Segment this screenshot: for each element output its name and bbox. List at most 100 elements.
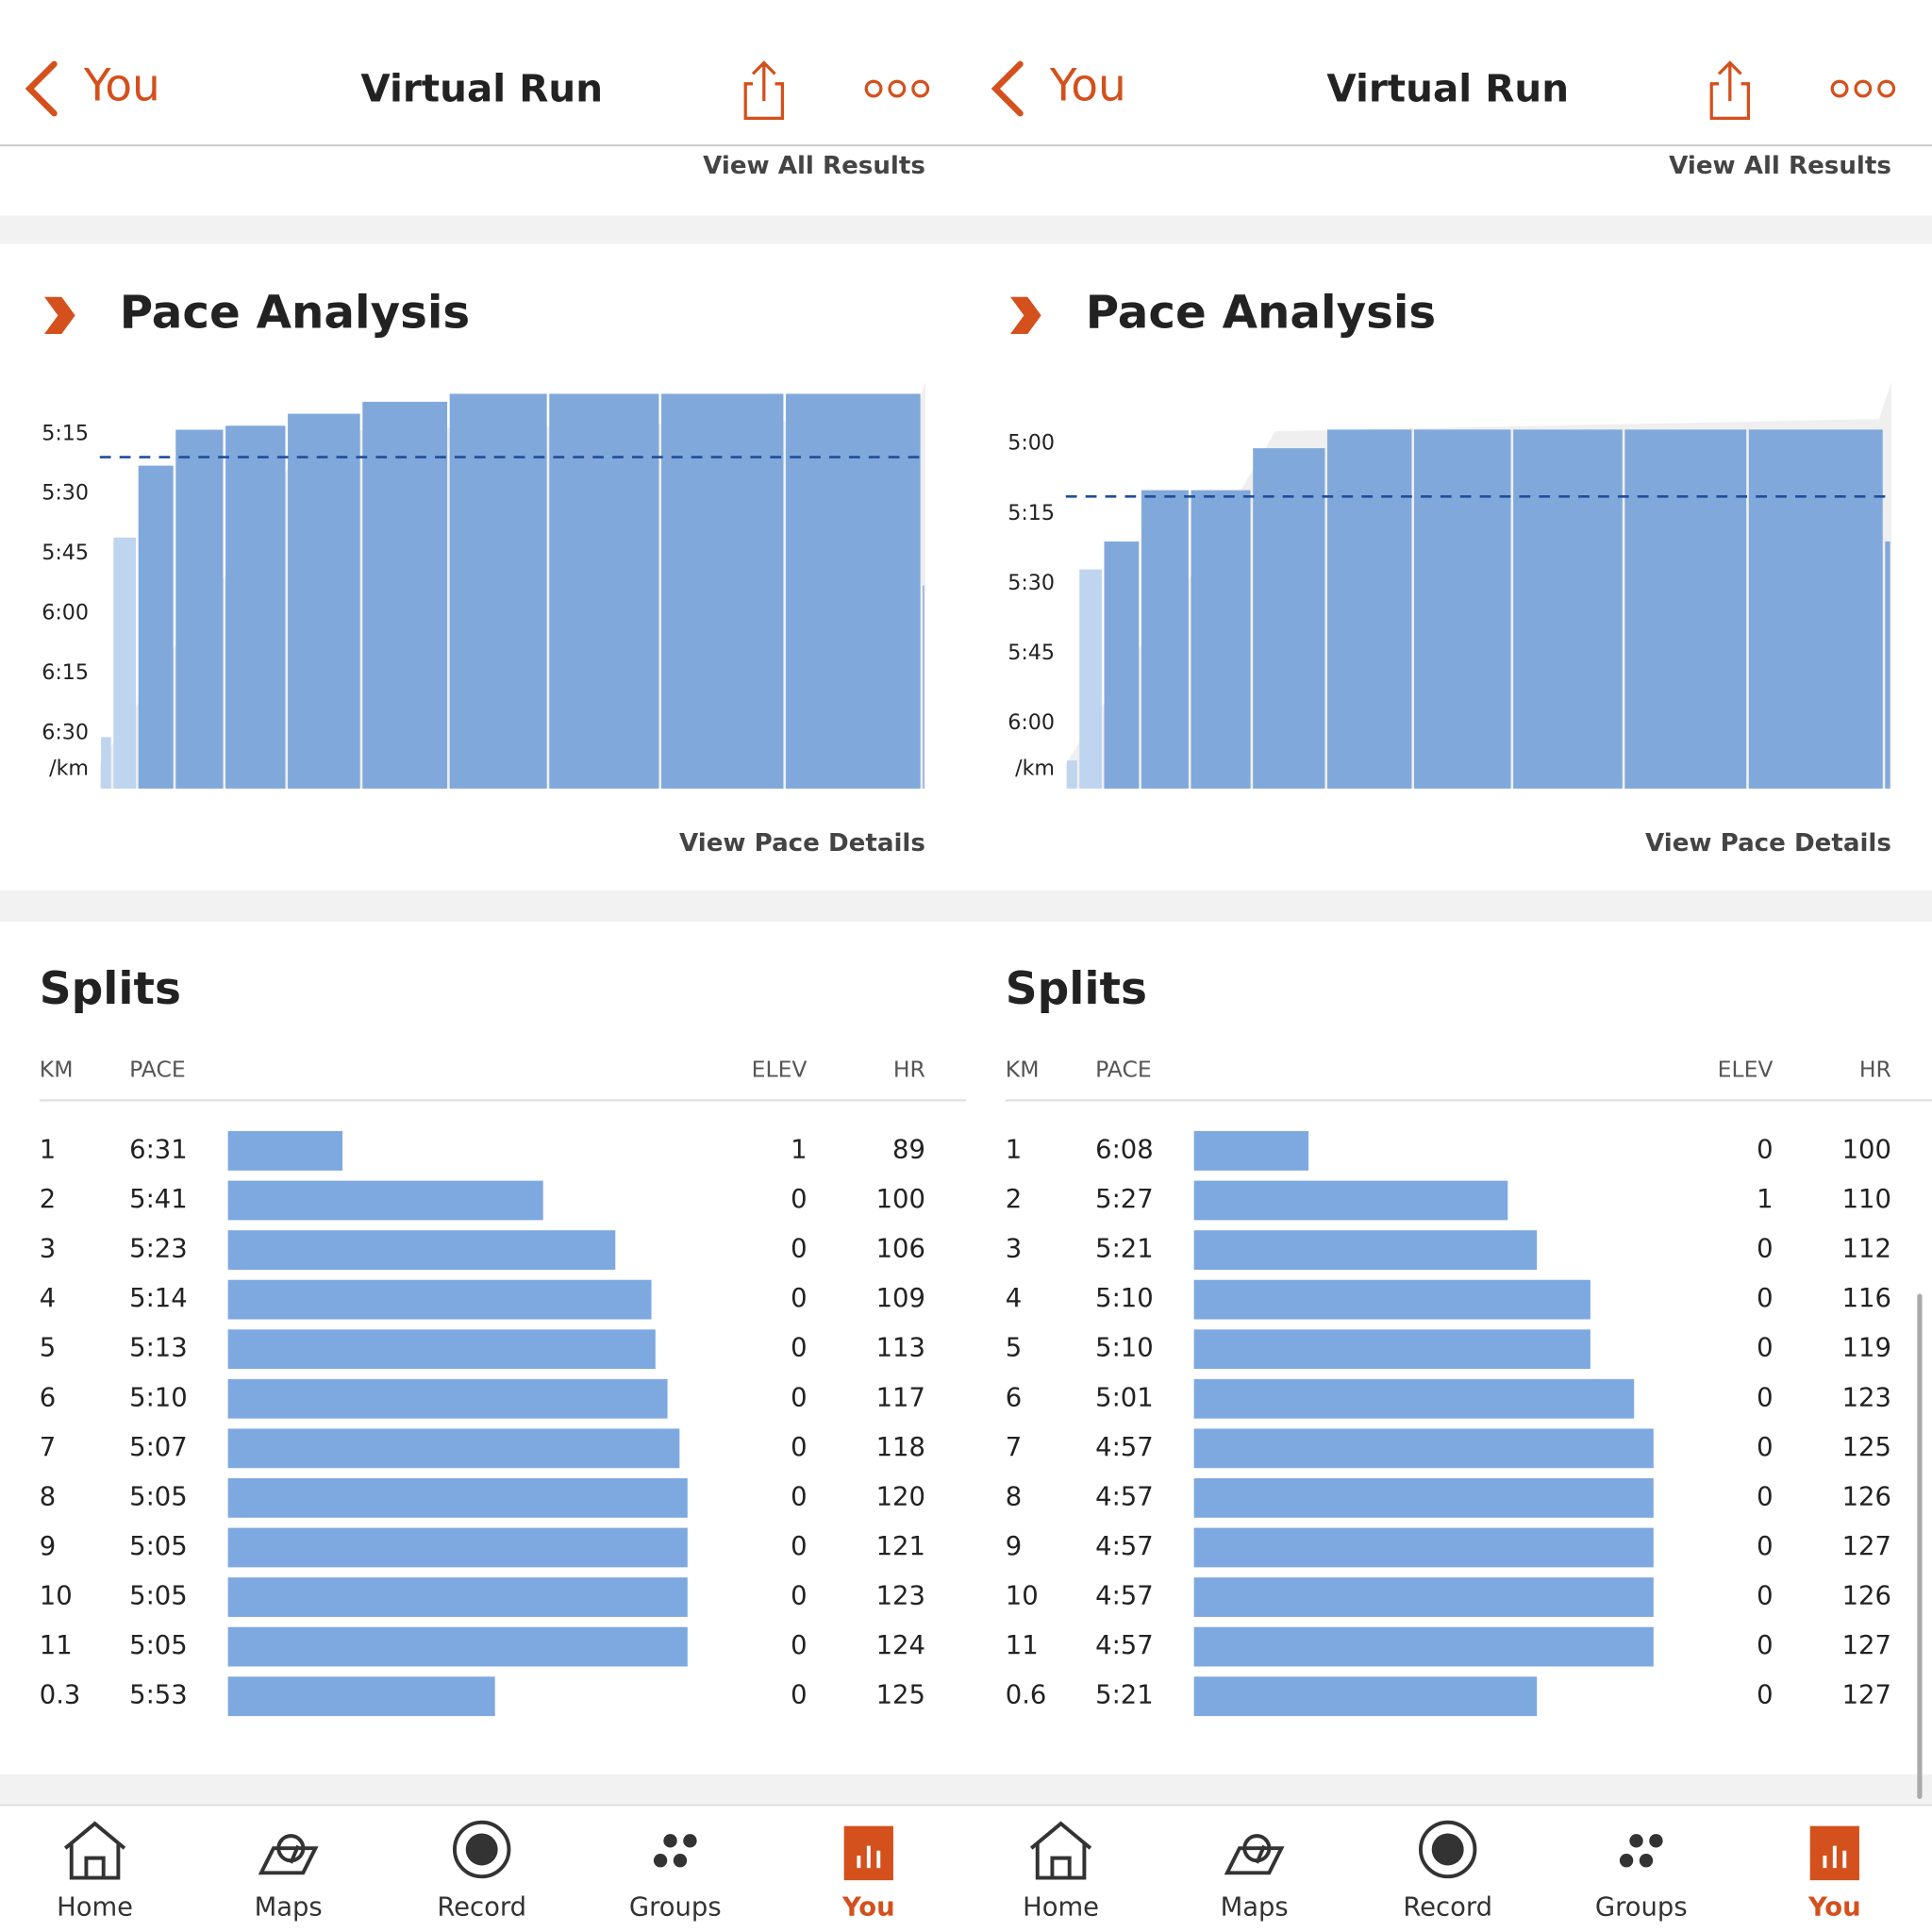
split-cell: 8	[1006, 1482, 1022, 1511]
pace-bar	[1885, 541, 1890, 789]
pace-bar	[1513, 429, 1623, 789]
nav-icon[interactable]	[1823, 1845, 1847, 1869]
nav-label[interactable]: Home	[57, 1893, 133, 1923]
split-cell: 127	[1842, 1631, 1891, 1660]
split-cell: 0	[791, 1284, 807, 1313]
section-gap	[0, 1774, 1932, 1806]
nav-label[interactable]: Groups	[1595, 1893, 1688, 1923]
nav-icon[interactable]	[1649, 1834, 1663, 1848]
view-pace-details[interactable]: View Pace Details	[679, 829, 925, 858]
split-cell: 0	[1757, 1631, 1773, 1660]
split-cell: 0	[791, 1482, 807, 1511]
view-all-results[interactable]: View All Results	[703, 152, 925, 180]
split-cell: 112	[1842, 1235, 1891, 1264]
back-label[interactable]: You	[83, 60, 160, 112]
column-header: PACE	[129, 1057, 186, 1083]
nav-icon[interactable]	[465, 1833, 498, 1866]
nav-label[interactable]: Record	[1403, 1893, 1492, 1923]
y-tick-label: 5:30	[42, 481, 89, 506]
nav-icon[interactable]	[1029, 1821, 1092, 1880]
nav-label[interactable]: Home	[1023, 1893, 1099, 1923]
split-cell: 0	[791, 1532, 807, 1561]
pace-icon	[1010, 296, 1041, 334]
split-cell: 5:21	[1095, 1235, 1154, 1264]
y-tick-label: 5:15	[1008, 501, 1055, 525]
pace-bar	[288, 413, 360, 789]
split-cell: 5	[1006, 1334, 1022, 1363]
nav-icon[interactable]	[1629, 1834, 1643, 1848]
nav-label[interactable]: Record	[437, 1893, 526, 1923]
split-cell: 119	[1842, 1334, 1891, 1363]
split-cell: 5	[40, 1334, 56, 1363]
nav-icon[interactable]	[683, 1834, 697, 1848]
split-cell: 5:41	[129, 1185, 188, 1214]
split-cell: 4:57	[1095, 1631, 1154, 1660]
pace-bar	[1067, 760, 1077, 789]
split-cell: 0.6	[1006, 1681, 1047, 1710]
nav-icon[interactable]	[258, 1834, 319, 1875]
split-cell: 1	[1006, 1135, 1022, 1164]
share-icon[interactable]	[1709, 60, 1751, 121]
y-tick-label: 5:00	[1008, 431, 1055, 456]
back-icon[interactable]	[25, 60, 58, 117]
split-cell: 0	[1757, 1135, 1773, 1164]
split-cell: 1	[791, 1135, 807, 1164]
more-dot[interactable]	[1854, 79, 1873, 98]
pace-bar	[1079, 569, 1102, 789]
split-pace-bar	[1193, 1478, 1654, 1518]
nav-label[interactable]: Maps	[1221, 1893, 1289, 1923]
pace-bar	[1141, 490, 1189, 789]
share-icon[interactable]	[743, 60, 785, 121]
pace-title: Pace Analysis	[120, 286, 470, 339]
nav-label[interactable]: Maps	[255, 1893, 323, 1923]
more-dot[interactable]	[864, 79, 883, 98]
nav-icon[interactable]	[63, 1821, 126, 1880]
view-all-results[interactable]: View All Results	[1669, 152, 1891, 180]
split-cell: 0	[791, 1334, 807, 1363]
nav-icon[interactable]	[1619, 1854, 1634, 1868]
split-pace-bar	[227, 1577, 688, 1617]
split-cell: 109	[876, 1284, 925, 1313]
split-cell: 5:14	[129, 1284, 188, 1313]
back-icon[interactable]	[991, 60, 1024, 117]
more-dot[interactable]	[1877, 79, 1896, 98]
split-cell: 5:27	[1095, 1185, 1154, 1214]
nav-icon[interactable]	[452, 1820, 511, 1879]
section-gap	[0, 215, 1932, 244]
view-pace-details[interactable]: View Pace Details	[1645, 829, 1891, 858]
y-tick-label: 5:30	[1008, 571, 1055, 595]
nav-label[interactable]: You	[1807, 1893, 1861, 1923]
split-pace-bar	[1193, 1428, 1654, 1469]
split-pace-bar	[227, 1626, 688, 1667]
split-pace-bar	[1193, 1230, 1538, 1270]
nav-icon[interactable]	[1418, 1820, 1477, 1879]
nav-icon[interactable]	[653, 1854, 668, 1868]
split-cell: 10	[40, 1582, 73, 1611]
split-pace-bar	[1193, 1329, 1591, 1370]
nav-label[interactable]: You	[841, 1893, 895, 1923]
pace-bar	[225, 425, 286, 789]
split-cell: 125	[1842, 1433, 1891, 1462]
back-label[interactable]: You	[1049, 60, 1126, 112]
nav-icon[interactable]	[857, 1845, 881, 1869]
nav-icon[interactable]	[673, 1854, 688, 1868]
pace-icon	[44, 296, 75, 334]
more-dot[interactable]	[1830, 79, 1849, 98]
nav-icon[interactable]	[1224, 1834, 1285, 1875]
split-pace-bar	[227, 1378, 668, 1419]
split-cell: 0	[791, 1383, 807, 1412]
nav-icon[interactable]	[1431, 1833, 1464, 1866]
nav-icon[interactable]	[663, 1834, 677, 1848]
nav-label[interactable]: Groups	[629, 1893, 722, 1923]
y-tick-label: 5:45	[42, 541, 89, 565]
nav-icon[interactable]	[1639, 1854, 1654, 1868]
split-cell: 4	[40, 1284, 56, 1313]
more-dot[interactable]	[888, 79, 907, 98]
split-pace-bar	[227, 1329, 656, 1370]
y-tick-label: 6:00	[1008, 710, 1055, 735]
split-cell: 0	[1757, 1482, 1773, 1511]
more-dot[interactable]	[911, 79, 930, 98]
split-cell: 106	[876, 1235, 925, 1264]
split-pace-bar	[227, 1180, 543, 1221]
splits-title: Splits	[40, 963, 181, 1015]
